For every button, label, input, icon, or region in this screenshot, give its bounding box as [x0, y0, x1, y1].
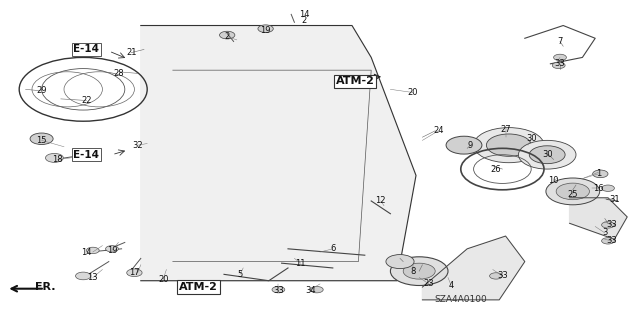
Text: 17: 17: [129, 268, 140, 277]
Text: 13: 13: [88, 273, 98, 282]
Text: 33: 33: [273, 286, 284, 295]
Text: E-14: E-14: [74, 150, 99, 160]
Text: 2: 2: [225, 32, 230, 41]
Text: FR.: FR.: [35, 282, 56, 292]
Text: 33: 33: [606, 236, 616, 245]
Text: 16: 16: [593, 184, 604, 193]
Circle shape: [529, 146, 565, 164]
Text: 15: 15: [36, 136, 47, 145]
Text: 7: 7: [557, 37, 563, 46]
Text: 1: 1: [596, 169, 601, 178]
Circle shape: [310, 286, 323, 293]
Circle shape: [552, 62, 565, 69]
Text: 33: 33: [497, 271, 508, 280]
Text: E-14: E-14: [74, 44, 99, 55]
Text: 9: 9: [468, 141, 473, 150]
Text: 20: 20: [158, 275, 168, 284]
Circle shape: [602, 185, 614, 191]
Circle shape: [127, 269, 142, 277]
Circle shape: [602, 222, 614, 228]
Circle shape: [556, 183, 589, 200]
Text: 30: 30: [542, 150, 552, 159]
Polygon shape: [570, 198, 627, 239]
Text: 26: 26: [491, 165, 501, 174]
Text: 5: 5: [237, 270, 243, 279]
Circle shape: [490, 273, 502, 279]
Text: 14: 14: [299, 10, 309, 19]
Circle shape: [272, 286, 285, 293]
Circle shape: [602, 238, 614, 244]
Text: 24: 24: [433, 126, 444, 135]
Text: 32: 32: [132, 141, 143, 150]
Circle shape: [45, 153, 63, 162]
Text: ATM-2: ATM-2: [179, 282, 218, 292]
Text: 4: 4: [449, 281, 454, 290]
Text: 22: 22: [81, 96, 92, 105]
Text: 30: 30: [526, 134, 536, 143]
Circle shape: [486, 134, 531, 156]
Circle shape: [518, 140, 576, 169]
Circle shape: [390, 257, 448, 286]
Text: 11: 11: [296, 259, 306, 268]
Text: 10: 10: [548, 176, 559, 185]
Circle shape: [403, 263, 435, 279]
Text: 31: 31: [609, 195, 620, 204]
Polygon shape: [422, 236, 525, 300]
Text: 34: 34: [305, 286, 316, 295]
Circle shape: [220, 31, 235, 39]
Text: 18: 18: [52, 155, 63, 164]
Text: 33: 33: [606, 220, 616, 229]
Text: 28: 28: [113, 69, 124, 78]
Circle shape: [546, 178, 600, 205]
Circle shape: [554, 54, 566, 61]
Text: ATM-2: ATM-2: [336, 76, 374, 86]
Circle shape: [76, 272, 91, 280]
Circle shape: [86, 247, 99, 254]
Circle shape: [258, 25, 273, 33]
Text: 21: 21: [126, 48, 136, 57]
Text: SZA4A0100: SZA4A0100: [435, 295, 487, 304]
Text: 19: 19: [107, 246, 117, 255]
Circle shape: [30, 133, 53, 145]
Text: 12: 12: [376, 197, 386, 205]
Circle shape: [386, 255, 414, 269]
Text: 3: 3: [602, 228, 607, 237]
Text: 2: 2: [301, 16, 307, 25]
Circle shape: [474, 128, 544, 163]
Text: 25: 25: [568, 190, 578, 199]
Circle shape: [106, 246, 118, 252]
Text: 23: 23: [424, 279, 434, 288]
Text: 14: 14: [81, 248, 92, 256]
Circle shape: [593, 170, 608, 178]
Circle shape: [446, 136, 482, 154]
Text: 27: 27: [500, 125, 511, 134]
Text: 6: 6: [330, 244, 335, 253]
Text: 8: 8: [410, 267, 415, 276]
Text: 29: 29: [36, 86, 47, 95]
Polygon shape: [141, 26, 416, 281]
Text: 19: 19: [260, 26, 271, 35]
Text: 20: 20: [408, 88, 418, 97]
Text: 33: 33: [555, 59, 565, 68]
